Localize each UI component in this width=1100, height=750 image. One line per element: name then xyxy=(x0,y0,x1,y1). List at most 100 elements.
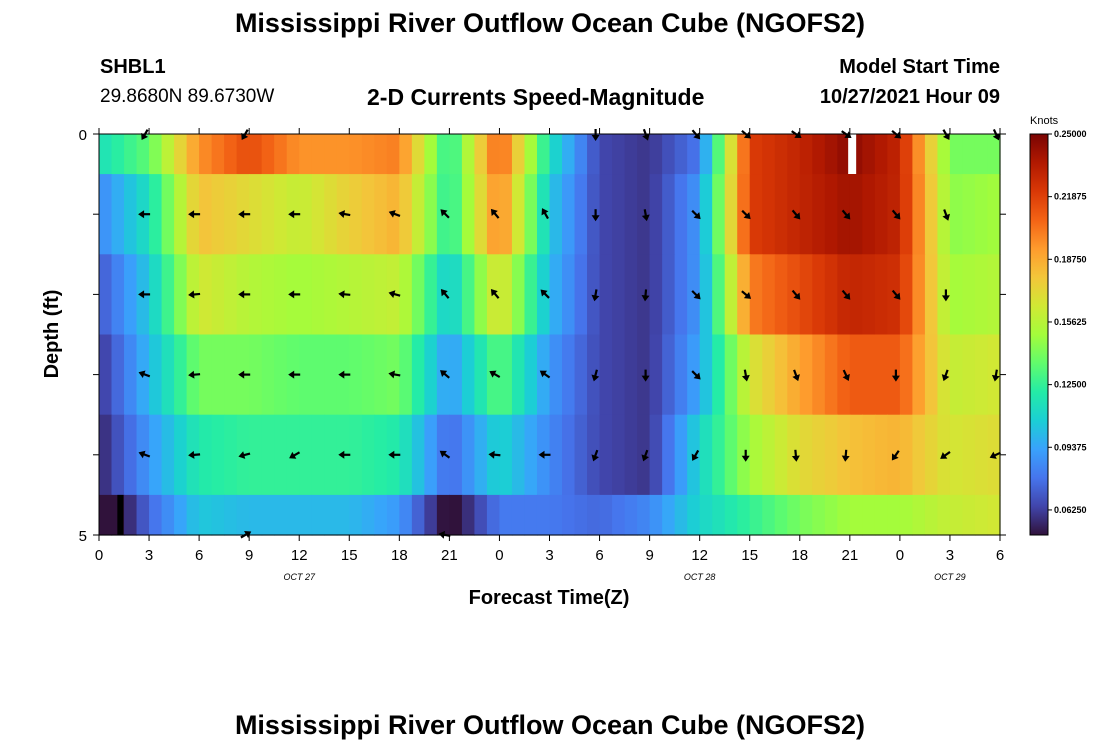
current-arrow xyxy=(238,451,251,459)
current-arrow-head xyxy=(991,374,1000,382)
missing-data-mark xyxy=(117,494,124,535)
current-arrow-head xyxy=(488,450,495,459)
heatmap-cell xyxy=(311,414,325,496)
current-arrow xyxy=(540,289,550,299)
heatmap-cell xyxy=(411,414,425,496)
heatmap-cell xyxy=(461,494,476,536)
current-arrow-head xyxy=(288,210,295,219)
current-arrow xyxy=(238,370,251,379)
current-arrow xyxy=(488,450,501,459)
heatmap-cell xyxy=(649,134,663,175)
heatmap-cell xyxy=(149,254,163,336)
heatmap-cell xyxy=(874,174,888,255)
heatmap-cell xyxy=(812,414,826,496)
heatmap-cell xyxy=(249,134,263,175)
heatmap-cell xyxy=(774,134,788,175)
current-arrow xyxy=(289,451,301,459)
heatmap-cells xyxy=(99,134,1001,536)
heatmap-cell xyxy=(887,494,901,536)
current-arrow-head xyxy=(388,370,396,379)
heatmap-cell xyxy=(649,414,663,496)
heatmap-cell xyxy=(299,134,313,175)
heatmap-cell xyxy=(261,334,275,416)
heatmap-cell xyxy=(899,334,913,416)
heatmap-cell xyxy=(424,174,438,255)
heatmap-cell xyxy=(574,174,588,255)
heatmap-cell xyxy=(637,254,651,336)
heatmap-cell xyxy=(612,254,626,336)
heatmap-cell xyxy=(224,134,238,175)
current-arrow-head xyxy=(591,135,600,141)
heatmap-cell xyxy=(574,494,588,536)
heatmap-cell xyxy=(599,414,613,496)
current-arrow xyxy=(641,449,650,462)
heatmap-cell xyxy=(224,414,238,496)
current-arrow xyxy=(741,209,751,220)
heatmap-cell xyxy=(637,414,651,496)
current-arrow-head xyxy=(188,450,195,459)
current-arrow xyxy=(891,289,901,300)
heatmap-cell xyxy=(949,334,964,416)
heatmap-cell xyxy=(524,334,538,416)
heatmap-cell xyxy=(349,414,363,496)
heatmap-cell xyxy=(311,134,325,175)
heatmap-cell xyxy=(612,174,626,255)
heatmap-cell xyxy=(649,334,663,416)
heatmap-cell xyxy=(211,174,225,255)
current-arrow-head xyxy=(439,450,447,458)
heatmap-cell xyxy=(949,174,964,255)
colorbar-tick-label: 0.25000 xyxy=(1054,129,1087,139)
heatmap-cell xyxy=(862,414,876,496)
current-arrow-head xyxy=(489,370,497,378)
heatmap-cell xyxy=(724,334,738,416)
second-chart-title: Mississippi River Outflow Ocean Cube (NG… xyxy=(234,710,866,740)
heatmap-cell xyxy=(587,254,601,336)
heatmap-cell xyxy=(499,134,513,175)
colorbar-tick-label: 0.06250 xyxy=(1054,505,1087,515)
colorbar-tick-label: 0.09375 xyxy=(1054,442,1087,452)
heatmap-cell xyxy=(136,134,150,175)
heatmap-cell xyxy=(724,174,738,255)
heatmap-cell xyxy=(274,414,288,496)
date-label: OCT 29 xyxy=(934,572,966,582)
current-arrow-head xyxy=(942,132,950,141)
current-arrow-head xyxy=(388,210,396,218)
heatmap-cell xyxy=(837,414,851,496)
heatmap-cell xyxy=(562,494,576,536)
colorbar-tick-label: 0.21875 xyxy=(1054,192,1087,202)
heatmap-cell xyxy=(211,254,225,336)
current-arrow xyxy=(691,290,701,300)
current-arrow-head xyxy=(440,289,448,297)
heatmap-cell xyxy=(649,494,663,536)
colorbar-tick-label: 0.12500 xyxy=(1054,380,1087,390)
heatmap-cell xyxy=(787,494,801,536)
heatmap-cell xyxy=(774,334,788,416)
heatmap-cell xyxy=(411,174,425,255)
heatmap-cell xyxy=(949,494,964,536)
current-arrow-head xyxy=(490,208,498,217)
heatmap-cell xyxy=(449,174,463,255)
current-arrow xyxy=(288,210,301,219)
heatmap-cell xyxy=(987,174,1001,255)
heatmap-cell xyxy=(562,134,576,175)
heatmap-cell xyxy=(286,494,300,536)
heatmap-cell xyxy=(124,174,138,255)
heatmap-cell xyxy=(712,334,726,416)
heatmap-cell xyxy=(111,414,125,496)
heatmap-cell xyxy=(311,174,325,255)
current-arrow xyxy=(691,209,701,220)
heatmap-cell xyxy=(361,174,375,255)
heatmap-cell xyxy=(824,174,838,255)
current-arrow-head xyxy=(540,289,548,297)
heatmap-cell xyxy=(261,494,275,536)
heatmap-cell xyxy=(361,334,375,416)
heatmap-cell xyxy=(549,414,563,496)
heatmap-cell xyxy=(662,254,676,336)
current-arrow xyxy=(741,449,750,462)
heatmap-cell xyxy=(699,174,713,255)
current-arrow xyxy=(841,289,851,300)
heatmap-cell xyxy=(224,254,238,336)
current-arrow xyxy=(691,370,701,380)
current-arrow-head xyxy=(338,450,345,459)
